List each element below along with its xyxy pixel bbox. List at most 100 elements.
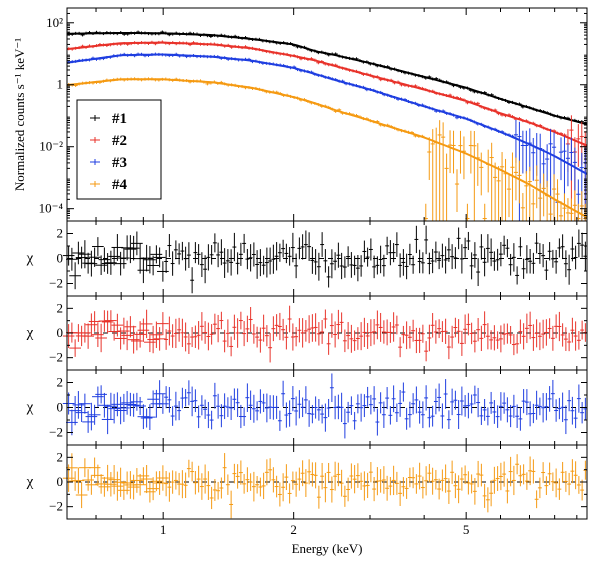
data-point — [219, 33, 224, 37]
data-point — [257, 60, 262, 64]
residual-point — [307, 315, 312, 344]
data-point — [135, 30, 141, 34]
data-point — [545, 144, 550, 188]
residual-point — [547, 242, 552, 261]
data-point — [517, 117, 522, 121]
residual-point — [404, 253, 409, 280]
data-point — [184, 79, 189, 83]
data-point — [558, 137, 564, 181]
residual-point — [573, 408, 578, 429]
data-point — [340, 79, 345, 83]
residual-point — [524, 313, 529, 344]
data-point — [337, 65, 342, 69]
data-point — [538, 123, 543, 127]
data-point — [239, 36, 245, 40]
data-point — [475, 90, 480, 94]
spectrum-series-1 — [66, 30, 588, 126]
residual-point — [118, 247, 130, 269]
data-point — [565, 198, 571, 221]
residual-point — [153, 327, 166, 351]
data-point — [271, 62, 276, 66]
data-point — [125, 53, 130, 57]
data-point — [285, 52, 290, 56]
residual-point — [394, 471, 399, 495]
data-point — [243, 36, 248, 40]
residual-point — [430, 248, 435, 274]
residual-point — [316, 252, 321, 281]
data-point — [316, 61, 321, 65]
data-point — [357, 115, 363, 119]
residual-point — [443, 318, 448, 344]
residual-point — [385, 475, 390, 501]
residual-point — [359, 393, 364, 422]
data-point — [305, 47, 311, 51]
data-point — [174, 52, 179, 56]
residual-point — [72, 467, 85, 494]
data-point — [87, 31, 92, 35]
data-point — [77, 82, 82, 86]
data-point — [475, 101, 480, 105]
residual-point — [232, 463, 237, 484]
residual-point — [294, 471, 299, 497]
data-point — [468, 118, 473, 122]
residual-point — [391, 465, 396, 496]
residual-point — [274, 314, 279, 337]
residual-point — [255, 401, 260, 421]
data-point — [499, 152, 505, 221]
residual-point — [450, 460, 455, 484]
data-point — [305, 70, 311, 74]
residual-point — [424, 225, 429, 255]
residual-point — [320, 232, 325, 257]
data-point — [354, 57, 359, 61]
residual-point — [456, 400, 461, 429]
residual-point — [111, 471, 124, 501]
residual-point — [248, 244, 253, 272]
data-point — [402, 98, 408, 102]
data-point — [579, 191, 584, 221]
residual-point — [349, 396, 354, 415]
residual-point — [492, 251, 497, 271]
residual-point — [92, 386, 104, 407]
residual-point — [69, 262, 81, 290]
residual-point — [105, 471, 117, 497]
residual-point — [573, 461, 578, 490]
residual-point — [144, 481, 156, 503]
data-point — [437, 92, 442, 96]
residual-point — [456, 227, 461, 250]
data-point — [198, 79, 203, 83]
residual-point — [515, 266, 520, 285]
data-point — [257, 37, 262, 41]
residual-point — [414, 474, 419, 494]
residual-point — [248, 307, 253, 332]
data-point — [375, 120, 380, 124]
residual-point — [209, 486, 214, 510]
residual-point — [95, 385, 107, 404]
data-point — [350, 113, 356, 117]
data-point — [83, 45, 89, 49]
data-point — [229, 35, 234, 39]
data-point — [333, 78, 338, 82]
data-point — [208, 34, 213, 38]
data-point — [368, 73, 373, 77]
data-point — [87, 58, 92, 62]
residual-point — [385, 236, 390, 255]
data-point — [423, 105, 428, 109]
data-point — [541, 110, 546, 114]
residual-point — [394, 232, 399, 257]
residual-point — [300, 318, 305, 348]
data-point — [253, 86, 259, 90]
residual-point — [150, 471, 163, 492]
data-point — [83, 31, 89, 35]
residual-point — [157, 465, 169, 491]
data-point — [226, 57, 231, 61]
residual-point — [524, 245, 529, 274]
residual-point — [430, 313, 435, 338]
data-point — [409, 131, 415, 135]
data-point — [409, 72, 415, 76]
residual-point — [521, 323, 526, 350]
residual-point — [355, 394, 360, 414]
residual-point — [307, 459, 312, 485]
data-point — [312, 101, 317, 106]
residual-point — [420, 252, 425, 274]
data-point — [250, 46, 255, 50]
